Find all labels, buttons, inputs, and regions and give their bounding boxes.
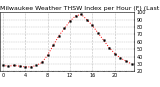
Text: Milwaukee Weather THSW Index per Hour (F) (Last 24 Hours): Milwaukee Weather THSW Index per Hour (F… bbox=[0, 6, 160, 11]
